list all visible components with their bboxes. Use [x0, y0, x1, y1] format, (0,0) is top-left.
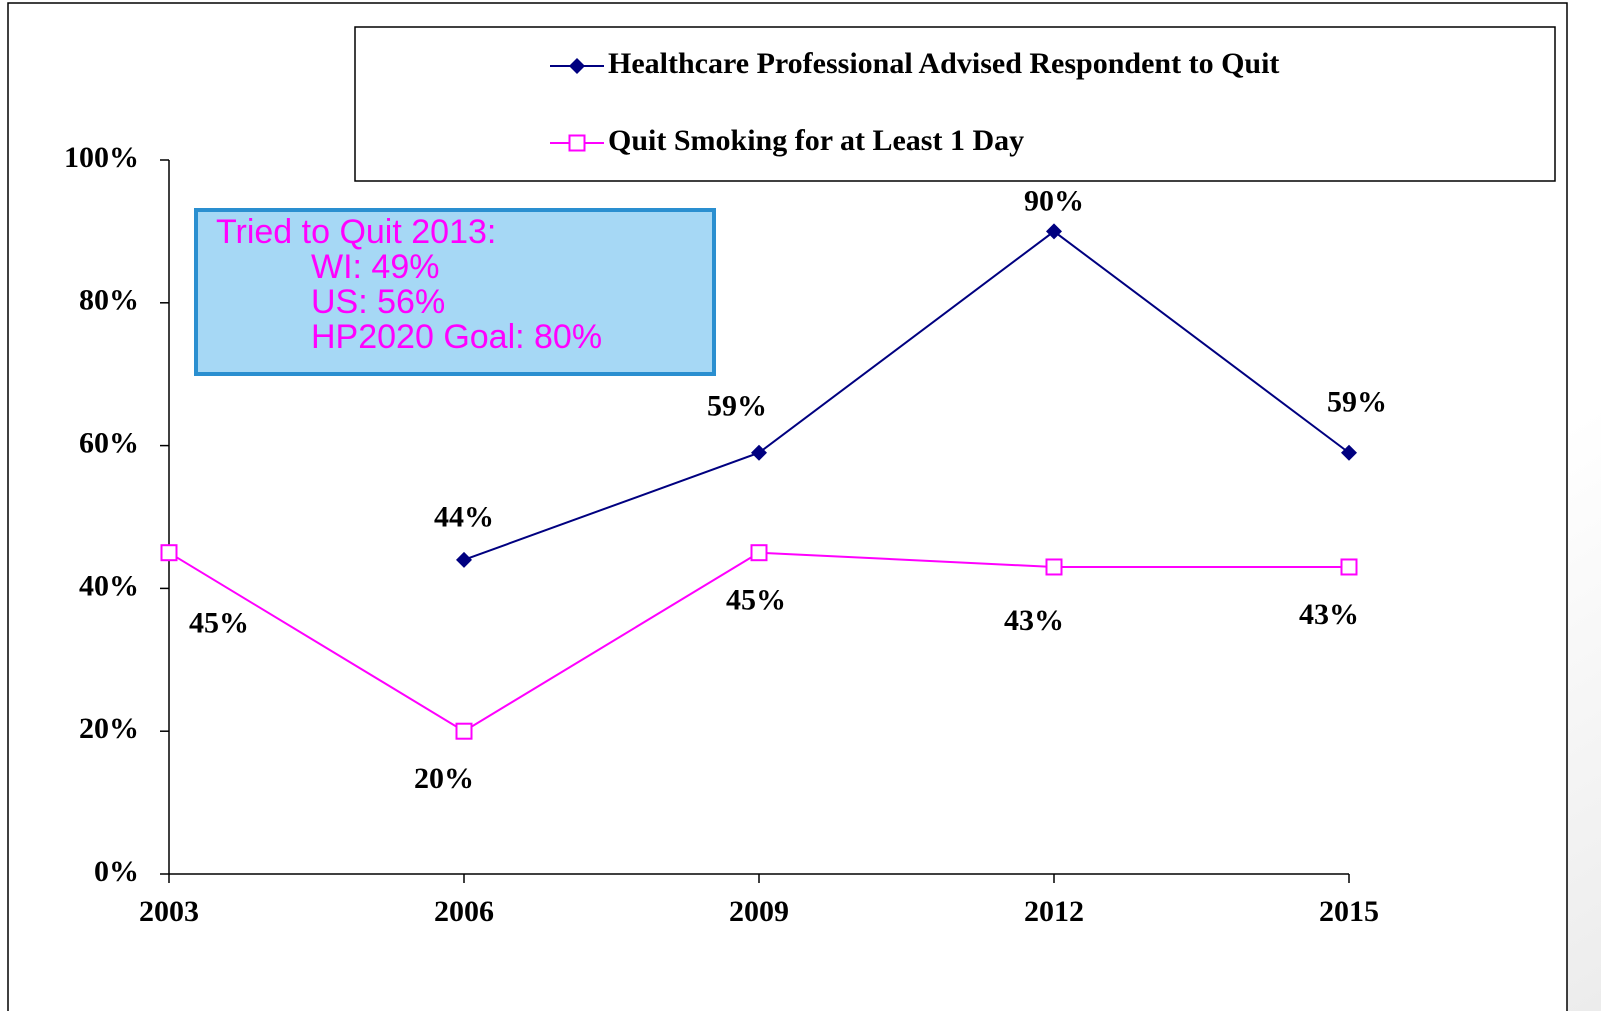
- legend-label: Healthcare Professional Advised Responde…: [608, 47, 1279, 80]
- data-label: 45%: [726, 584, 786, 617]
- series-line: [463, 230, 1350, 561]
- series-marker: [1341, 444, 1357, 461]
- series-marker: [750, 544, 768, 562]
- series-marker: [1045, 558, 1063, 576]
- data-label: 44%: [434, 501, 494, 534]
- data-label: 59%: [707, 390, 767, 423]
- legend-label: Quit Smoking for at Least 1 Day: [608, 124, 1024, 157]
- x-tick-label: 2012: [1024, 895, 1084, 928]
- y-tick-label: 80%: [79, 284, 139, 317]
- data-label: 45%: [189, 607, 249, 640]
- series-marker: [455, 722, 473, 740]
- data-label: 20%: [414, 762, 474, 795]
- data-label: 90%: [1024, 184, 1084, 217]
- y-tick-label: 0%: [94, 855, 139, 888]
- x-tick-label: 2015: [1319, 895, 1379, 928]
- annotation-line: US: 56%: [311, 283, 445, 321]
- x-tick-label: 2003: [139, 895, 199, 928]
- x-tick-label: 2009: [729, 895, 789, 928]
- annotation-line: HP2020 Goal: 80%: [311, 318, 602, 356]
- y-tick-label: 20%: [79, 712, 139, 745]
- annotation-line: Tried to Quit 2013:: [216, 213, 496, 251]
- data-label: 59%: [1327, 386, 1387, 419]
- data-label: 43%: [1299, 598, 1359, 631]
- data-label: 43%: [1004, 604, 1064, 637]
- legend-box: [354, 26, 1556, 182]
- y-tick-label: 60%: [79, 426, 139, 459]
- series-marker: [1046, 223, 1062, 240]
- series-marker: [456, 551, 472, 568]
- series-marker: [1340, 558, 1358, 576]
- series-marker: [160, 544, 178, 562]
- annotation-box: [194, 208, 716, 376]
- x-tick-label: 2006: [434, 895, 494, 928]
- annotation-line: WI: 49%: [311, 248, 439, 286]
- legend-marker: [569, 58, 585, 74]
- series-marker: [751, 444, 767, 461]
- legend-marker: [568, 134, 586, 152]
- y-tick-label: 100%: [64, 141, 139, 174]
- y-tick-label: 40%: [79, 569, 139, 602]
